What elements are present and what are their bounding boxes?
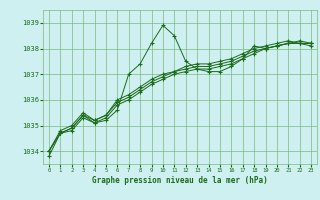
X-axis label: Graphe pression niveau de la mer (hPa): Graphe pression niveau de la mer (hPa) bbox=[92, 176, 268, 185]
